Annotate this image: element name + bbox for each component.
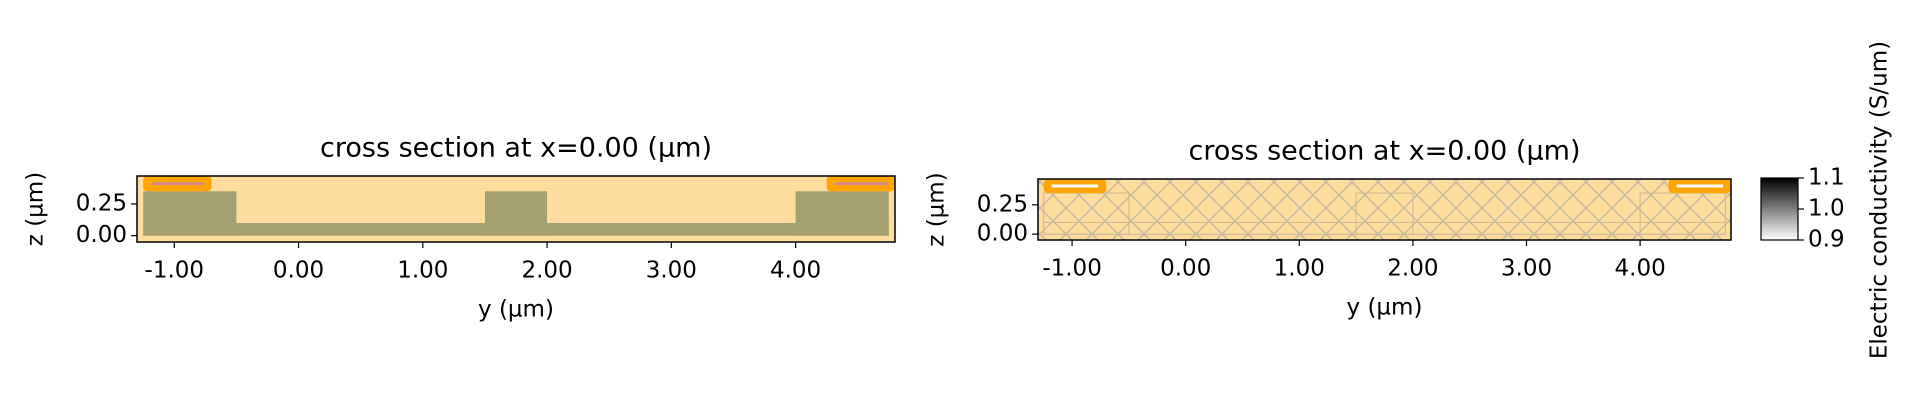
structure	[143, 191, 237, 236]
x-axis-label: y (µm)	[478, 297, 554, 323]
x-tick-label: 1.00	[397, 258, 448, 284]
x-tick-label: 0.00	[1160, 256, 1211, 282]
x-tick-label: 1.00	[1274, 256, 1325, 282]
y-tick-label: 0.25	[977, 191, 1028, 217]
colorbar-tick-label: 1.1	[1808, 165, 1845, 191]
chart-title: cross section at x=0.00 (µm)	[1189, 136, 1581, 167]
colorbar-label: Electric conductivity (S/um)	[1867, 41, 1893, 359]
y-tick-label: 0.00	[977, 221, 1028, 247]
colorbar-tick-label: 0.9	[1808, 227, 1845, 253]
x-tick-label: 3.00	[646, 258, 697, 284]
structure	[484, 191, 548, 236]
y-tick-label: 0.25	[76, 190, 127, 216]
x-axis-label: y (µm)	[1347, 295, 1423, 321]
colorbar-tick-label: 1.0	[1808, 196, 1845, 222]
y-tick-label: 0.00	[76, 222, 127, 248]
chart-title: cross section at x=0.00 (µm)	[320, 133, 712, 164]
axes-frame	[136, 175, 896, 243]
x-tick-label: 4.00	[1615, 256, 1666, 282]
x-tick-label: 4.00	[770, 258, 821, 284]
colorbar	[1760, 177, 1799, 241]
x-tick-label: -1.00	[145, 258, 205, 284]
axes-frame	[1037, 178, 1732, 241]
x-tick-label: 2.00	[1387, 256, 1438, 282]
x-tick-label: 3.00	[1501, 256, 1552, 282]
x-tick-label: -1.00	[1042, 256, 1102, 282]
x-tick-label: 0.00	[273, 258, 324, 284]
x-tick-label: 2.00	[521, 258, 572, 284]
plot-area	[137, 176, 895, 242]
plot-area	[1038, 179, 1731, 240]
hatch	[1038, 179, 1731, 240]
y-axis-label: z (µm)	[924, 172, 950, 246]
y-axis-label: z (µm)	[23, 172, 49, 246]
structure	[795, 191, 889, 236]
